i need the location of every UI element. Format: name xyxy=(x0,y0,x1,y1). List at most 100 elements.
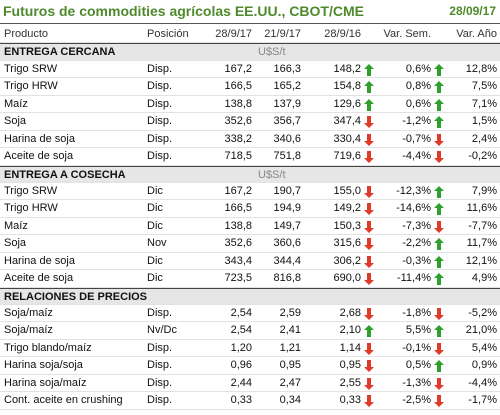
cell: Dic xyxy=(147,202,163,215)
arrow-shape xyxy=(434,255,444,268)
cell: -0,7% xyxy=(402,132,431,145)
arrow-shape xyxy=(364,342,374,355)
cell: Disp. xyxy=(147,394,173,407)
arrow-down xyxy=(364,133,374,146)
cell: -12,3% xyxy=(396,184,431,197)
divider xyxy=(0,23,500,24)
data-row: Trigo SRW Disp. 167,2 166,3 148,2 0,6% 12,8% xyxy=(0,61,500,79)
arrow-shape xyxy=(434,203,444,216)
arrow-down xyxy=(364,342,374,355)
arrow-up xyxy=(364,98,374,111)
cell: 2,55 xyxy=(339,376,361,389)
product: Aceite de soja xyxy=(4,150,74,163)
cell: Disp. xyxy=(147,80,173,93)
cell: 690,0 xyxy=(333,272,361,285)
section-title: RELACIONES DE PRECIOS xyxy=(4,290,148,303)
column-header: 21/9/17 xyxy=(264,28,301,40)
arrow-shape xyxy=(364,325,374,338)
arrow-shape xyxy=(364,185,374,198)
product: Soja xyxy=(4,237,27,250)
cell: Disp. xyxy=(147,115,173,128)
cell: 167,2 xyxy=(224,184,252,197)
arrow-shape xyxy=(364,203,374,216)
product: Maíz xyxy=(4,219,28,232)
cell: Dic xyxy=(147,184,163,197)
arrow-up xyxy=(434,63,444,76)
arrow-down xyxy=(434,133,444,146)
cell: -5,2% xyxy=(468,307,497,319)
data-row: Aceite de soja Dic 723,5 816,8 690,0 -11,4% 4,… xyxy=(0,270,500,288)
arrow-up xyxy=(364,81,374,94)
product: Maíz xyxy=(4,97,28,110)
arrow-down xyxy=(364,203,374,216)
table: Producto Posición 28/9/17 21/9/17 28/9/16 Var… xyxy=(0,26,500,410)
section-title: ENTREGA A COSECHA xyxy=(4,168,126,181)
arrow-shape xyxy=(364,273,374,286)
cell: -11,4% xyxy=(396,272,431,285)
arrow-shape xyxy=(434,325,444,338)
arrow-shape xyxy=(364,98,374,111)
cell: Disp. xyxy=(147,97,173,110)
section-row: RELACIONES DE PRECIOS xyxy=(0,287,500,305)
product: Soja/maíz xyxy=(4,324,53,337)
arrow-shape xyxy=(434,360,444,373)
cell: 2,54 xyxy=(230,324,252,337)
column-header: Var. Año xyxy=(456,28,497,40)
arrow-up xyxy=(434,185,444,198)
arrow-shape xyxy=(434,308,444,320)
cell: Dic xyxy=(147,254,163,267)
product: Cont. aceite en crushing xyxy=(4,394,123,407)
cell: Disp. xyxy=(147,62,173,75)
arrow-shape xyxy=(434,98,444,111)
cell: 352,6 xyxy=(224,115,252,128)
arrow-shape xyxy=(434,133,444,146)
arrow-shape xyxy=(434,238,444,251)
cell: 0,33 xyxy=(339,394,361,407)
arrow-down xyxy=(434,342,444,355)
arrow-down xyxy=(434,377,444,390)
cell: 12,1% xyxy=(465,254,497,267)
cell: 7,9% xyxy=(471,184,497,197)
arrow-shape xyxy=(434,377,444,390)
data-row: Cont. aceite en crushing Disp. 0,33 0,34 0,3… xyxy=(0,392,500,410)
data-row: Harina soja/soja Disp. 0,96 0,95 0,95 0,5% 0,9… xyxy=(0,357,500,375)
arrow-up xyxy=(434,203,444,216)
product: Soja/maíz xyxy=(4,307,53,319)
cell: -0,2% xyxy=(468,150,497,163)
cell: 154,8 xyxy=(333,80,361,93)
data-row: Soja Disp. 352,6 356,7 347,4 -1,2% 1,5% xyxy=(0,113,500,131)
cell: 330,4 xyxy=(333,132,361,145)
arrow-shape xyxy=(434,81,444,94)
arrow-up xyxy=(434,116,444,129)
cell: -1,7% xyxy=(468,394,497,407)
cell: -1,2% xyxy=(402,115,431,128)
section-row: ENTREGA CERCANA U$S/t xyxy=(0,43,500,61)
cell: 816,8 xyxy=(273,272,301,285)
arrow-shape xyxy=(364,151,374,164)
arrow-shape xyxy=(364,133,374,146)
arrow-shape xyxy=(364,116,374,129)
cell: -7,7% xyxy=(468,219,497,232)
cell: -4,4% xyxy=(402,150,431,163)
arrow-down xyxy=(364,185,374,198)
cell: -7,3% xyxy=(402,219,431,232)
arrow-shape xyxy=(364,395,374,408)
cell: Nov xyxy=(147,237,167,250)
cell: 1,5% xyxy=(471,115,497,128)
cell: 2,54 xyxy=(230,307,252,319)
arrow-down xyxy=(364,308,374,320)
data-row: Trigo SRW Dic 167,2 190,7 155,0 -12,3% 7,9% xyxy=(0,183,500,201)
arrow-shape xyxy=(364,81,374,94)
data-row: Maíz Disp. 138,8 137,9 129,6 0,6% 7,1% xyxy=(0,96,500,114)
cell: -1,3% xyxy=(402,376,431,389)
cell: -2,5% xyxy=(402,394,431,407)
cell: 5,4% xyxy=(471,341,497,354)
cell: Nv/Dc xyxy=(147,324,177,337)
cell: 751,8 xyxy=(273,150,301,163)
data-row: Trigo blando/maíz Disp. 1,20 1,21 1,14 -0,1% 5… xyxy=(0,340,500,358)
cell: Dic xyxy=(147,272,163,285)
cell: 194,9 xyxy=(273,202,301,215)
header-row: Producto Posición 28/9/17 21/9/17 28/9/16 Var… xyxy=(0,26,500,44)
arrow-down xyxy=(434,395,444,408)
cell: 7,5% xyxy=(471,80,497,93)
